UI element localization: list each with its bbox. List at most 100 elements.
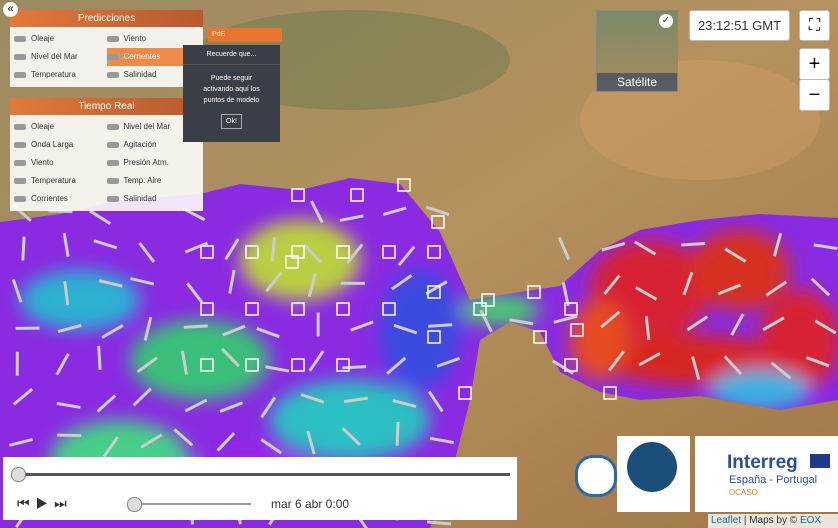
model-point[interactable] — [533, 330, 547, 344]
playback-controls[interactable]: ⏮▶⏭ — [17, 495, 73, 511]
current-arrow — [395, 421, 400, 446]
layer-item[interactable]: Salinidad — [106, 190, 200, 208]
layer-item[interactable]: Oleaje — [14, 118, 107, 136]
model-point[interactable] — [245, 245, 259, 259]
layer-item[interactable]: Onda Larga — [14, 136, 107, 154]
model-point[interactable] — [336, 245, 350, 259]
layer-item[interactable]: Salinidad — [106, 66, 200, 84]
logo-text: Interreg — [727, 452, 798, 473]
layer-item[interactable]: Temp. Aire — [106, 172, 200, 190]
model-point[interactable] — [382, 245, 396, 259]
model-point[interactable] — [427, 245, 441, 259]
layer-item[interactable]: Agitación — [106, 136, 200, 154]
layer-item[interactable]: Temperatura — [14, 66, 107, 84]
current-arrow — [101, 324, 124, 339]
layer-item[interactable]: Viento — [106, 30, 200, 48]
model-point[interactable] — [285, 255, 299, 269]
layer-item[interactable]: Nivel del Mar — [14, 48, 107, 66]
model-point[interactable] — [200, 302, 214, 316]
model-point[interactable] — [427, 285, 441, 299]
model-point[interactable] — [564, 358, 578, 372]
icon — [106, 72, 119, 78]
speed-handle[interactable] — [127, 497, 142, 512]
model-point[interactable] — [458, 386, 472, 400]
model-point[interactable] — [245, 302, 259, 316]
zoom-out[interactable]: − — [799, 79, 830, 111]
current-arrow — [130, 277, 155, 286]
current-arrow — [436, 356, 461, 368]
current-arrow — [308, 350, 325, 372]
layer-item[interactable]: Viento — [14, 154, 107, 172]
current-arrow — [93, 239, 118, 250]
fullscreen[interactable]: ⛶ — [799, 10, 830, 41]
logo-circle — [627, 442, 677, 492]
model-point[interactable] — [291, 302, 305, 316]
current-arrow — [339, 214, 364, 222]
current-arrow — [219, 401, 244, 413]
icon — [106, 142, 119, 148]
icon — [106, 36, 119, 42]
layer-switch[interactable]: ✓ Satélite — [596, 10, 678, 92]
model-point[interactable] — [245, 358, 259, 372]
dropdown[interactable]: PdE — [208, 28, 282, 42]
model-point[interactable] — [473, 302, 487, 316]
current-arrow — [143, 316, 153, 341]
model-point[interactable] — [564, 302, 578, 316]
current-arrow — [12, 387, 34, 406]
check-icon: ✓ — [659, 14, 673, 28]
model-point[interactable] — [527, 285, 541, 299]
item-label: Presión Atm. — [123, 158, 169, 167]
model-point[interactable] — [200, 245, 214, 259]
model-point[interactable] — [431, 215, 445, 229]
current-arrow — [428, 323, 453, 328]
current-arrow — [260, 396, 277, 419]
item-label: Salinidad — [123, 70, 157, 79]
current-arrow — [341, 427, 361, 446]
current-arrow — [186, 282, 204, 304]
layer-item[interactable]: Oleaje — [14, 30, 107, 48]
current-arrow — [429, 436, 455, 445]
model-point[interactable] — [481, 293, 495, 307]
ok-button[interactable]: Ok! — [221, 114, 242, 129]
model-point[interactable] — [382, 302, 396, 316]
model-point[interactable] — [336, 302, 350, 316]
item-label: Nivel del Mar — [31, 52, 78, 61]
layer-item[interactable]: Corrientes — [14, 190, 107, 208]
current-arrow — [427, 520, 452, 526]
item-label: Viento — [123, 34, 147, 43]
model-point[interactable] — [200, 358, 214, 372]
model-point[interactable] — [397, 178, 411, 192]
current-arrow — [138, 242, 156, 263]
model-point[interactable] — [291, 358, 305, 372]
current-arrow — [222, 324, 246, 337]
current-arrow — [216, 432, 236, 452]
current-arrow — [805, 356, 830, 368]
layer-item[interactable]: Corrientes — [106, 48, 199, 66]
icon — [14, 54, 26, 60]
current-arrow — [96, 394, 117, 413]
model-point[interactable] — [336, 358, 350, 372]
link[interactable]: EOX — [799, 515, 822, 526]
current-arrow — [608, 350, 625, 372]
current-arrow — [180, 350, 188, 375]
model-point[interactable] — [570, 323, 584, 337]
layer-item[interactable]: Temperatura — [14, 172, 107, 190]
logo-interreg: Interreg España - Portugal OCASO — [695, 436, 838, 512]
panel-title: Tiempo Real — [10, 98, 203, 115]
zoom-in[interactable]: + — [799, 48, 830, 80]
current-arrow — [765, 280, 788, 297]
current-arrow — [397, 245, 416, 267]
model-point[interactable] — [427, 330, 441, 344]
current-arrow — [386, 356, 407, 375]
model-point[interactable] — [291, 188, 305, 202]
layer-item[interactable]: Presión Atm. — [106, 154, 200, 172]
current-arrow — [310, 200, 324, 224]
icon — [14, 142, 26, 148]
collapse-button[interactable]: « — [3, 2, 18, 17]
link[interactable]: Leaflet — [711, 515, 742, 526]
model-point[interactable] — [603, 386, 617, 400]
model-point[interactable] — [350, 188, 364, 202]
layer-item[interactable]: Nivel del Mar — [106, 118, 200, 136]
timeline-handle[interactable] — [11, 467, 26, 482]
